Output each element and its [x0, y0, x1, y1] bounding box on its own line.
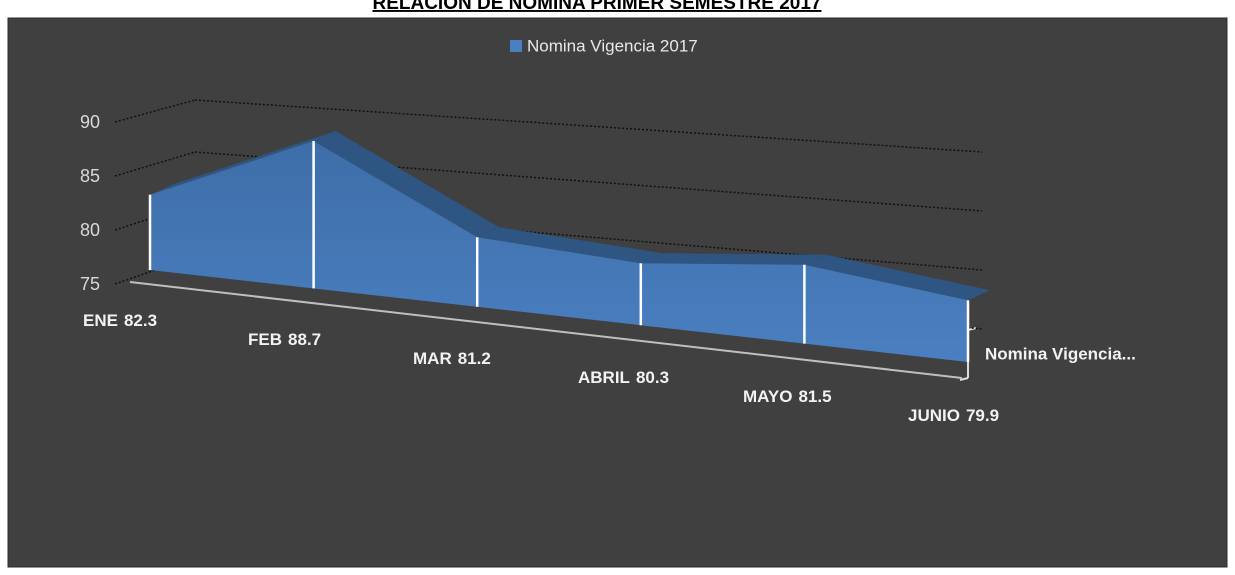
grid-line: [194, 151, 983, 212]
category-label: MAR: [413, 349, 452, 368]
category-label: JUNIO: [908, 406, 960, 425]
y-tick-label: 85: [80, 166, 100, 186]
y-tick-label: 75: [80, 274, 100, 294]
grid-line-side: [114, 99, 196, 123]
area-top: [640, 253, 827, 265]
data-label: ABRIL 80.3: [578, 368, 669, 387]
depth-axis-tick: [959, 377, 969, 381]
value-label: 81.2: [458, 349, 491, 368]
category-label: FEB: [248, 330, 282, 349]
chart-title: RELACION DE NOMINA PRIMER SEMESTRE 2017: [372, 0, 821, 14]
value-label: 81.5: [798, 387, 831, 406]
data-label: FEB 88.7: [248, 330, 321, 349]
depth-axis-tick: [967, 327, 977, 331]
floor-edge: [129, 281, 963, 379]
area-top: [313, 130, 500, 238]
area-top: [150, 130, 336, 195]
y-tick-label: 90: [80, 112, 100, 132]
depth-axis-label: Nomina Vigencia...: [985, 344, 1136, 363]
area-top: [477, 227, 663, 264]
value-label: 82.3: [124, 311, 157, 330]
value-label: 80.3: [636, 368, 669, 387]
category-label: ABRIL: [578, 368, 630, 387]
data-label: MAYO 81.5: [743, 387, 832, 406]
area-top: [804, 254, 990, 301]
value-label: 79.9: [966, 406, 999, 425]
area: [150, 140, 968, 363]
value-label: 88.7: [288, 330, 321, 349]
legend-swatch: [510, 40, 522, 52]
grid-line-side: [114, 151, 196, 177]
y-tick-label: 80: [80, 220, 100, 240]
category-label: MAYO: [743, 387, 792, 406]
data-label: JUNIO 79.9: [908, 406, 999, 425]
category-label: ENE: [83, 311, 118, 330]
data-label: MAR 81.2: [413, 349, 491, 368]
grid-line: [194, 99, 983, 153]
legend-label: Nomina Vigencia 2017: [527, 36, 698, 55]
data-label: ENE 82.3: [83, 311, 157, 330]
